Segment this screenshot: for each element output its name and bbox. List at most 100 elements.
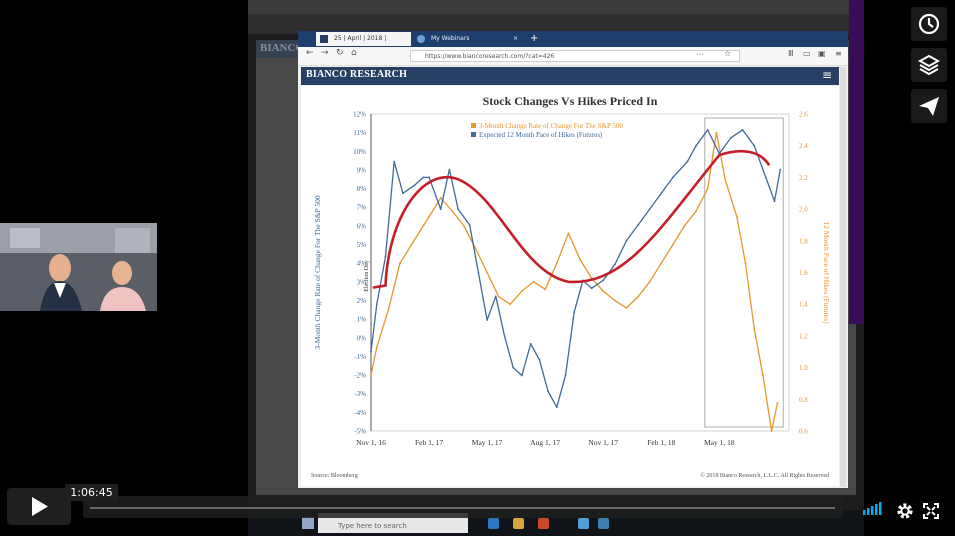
series-point [399,262,401,265]
page-actions-icon[interactable]: ··· [696,50,704,59]
bianco-favicon-icon [320,35,328,43]
y-tick-label: 3% [357,278,367,286]
series-point [428,176,430,179]
clock-icon [918,13,940,35]
series-point [439,208,442,210]
volume-icon[interactable] [862,499,886,517]
y-tick-label: 4% [357,260,367,268]
taskbar-app-icon[interactable] [538,518,549,529]
series-point [715,131,718,134]
series-point [529,342,532,345]
series-point [695,144,697,147]
page-scrollbar[interactable] [840,67,846,487]
taskbar-app-icon[interactable] [488,518,499,529]
taskbar-app-icon[interactable] [513,518,524,529]
y-tick-label: -5% [354,428,366,436]
browser-tab-webinars[interactable]: My Webinars × [413,32,523,46]
home-icon[interactable]: ⌂ [351,48,357,58]
play-button[interactable] [7,488,71,525]
series-point [370,374,372,376]
y-tick-label: 8% [357,185,367,193]
series-point [474,247,477,250]
series-point [422,176,425,179]
y-tick-label: 12% [353,111,366,119]
taskbar-app-icon[interactable] [598,518,609,529]
series-point [486,319,488,321]
reload-icon[interactable]: ↻ [336,48,344,58]
series-point [387,308,390,311]
chart-title: Stock Changes Vs Hikes Priced In [483,94,658,108]
series-point [773,200,776,203]
taskbar-search-box[interactable]: Type here to search [318,513,468,533]
bookmark-star-icon[interactable]: ☆ [724,49,732,58]
new-tab-button[interactable]: + [530,33,539,44]
series-point [741,129,744,131]
series-point [730,136,732,139]
settings-icon[interactable] [895,501,915,521]
progress-track[interactable] [90,507,835,509]
series-point [648,280,651,283]
timecode-tooltip: 1:06:45 [65,484,118,501]
series-point [521,374,523,377]
y2-tick-label: 1.0 [799,364,808,372]
series-point [672,176,674,179]
collections-button[interactable] [911,48,947,82]
browser-tab-bianco[interactable]: 25 | April | 2018 | Bianco Resea [316,32,411,56]
series-point [573,311,576,313]
taskbar-app-icon[interactable] [578,518,589,529]
series-point [375,346,378,348]
y2-tick-label: 0.8 [799,396,808,404]
y2-tick-label: 2.4 [799,142,808,150]
browser-menu-icon[interactable]: ≡ [835,49,842,58]
share-button[interactable] [911,89,947,123]
series-point [486,271,488,274]
back-arrow-icon[interactable]: ← [306,48,314,58]
site-logo[interactable]: BIANCO RESEARCH [306,69,408,80]
series-point [410,243,413,246]
legend-label: 3-Month Change Rate of Change For The S&… [479,122,623,130]
x-tick-label: Feb 1, 18 [647,438,675,447]
series-point [468,224,471,226]
series-point [402,192,404,195]
series-point [695,210,697,212]
background-tabbar [248,0,864,14]
chart-copyright: © 2018 Bianco Research, L.L.C. All Right… [700,472,829,479]
y2-tick-label: 2.6 [799,111,808,119]
forward-arrow-icon[interactable]: → [321,48,329,58]
x-tick-label: Aug 1, 17 [530,438,560,447]
watch-later-button[interactable] [911,7,947,41]
background-logo: BIANCO [260,42,305,54]
series-point [637,295,639,298]
windows-start-icon[interactable] [302,517,314,529]
timecode-tooltip-pointer [86,500,96,505]
x-tick-label: May 1, 17 [472,438,503,447]
series-point [764,176,767,179]
address-bar[interactable]: https://www.biancoresearch.com/?cat=426 [410,50,740,62]
series-point [538,358,541,361]
series-point [439,197,442,199]
y-tick-label: 5% [357,241,367,249]
x-tick-label: Feb 1, 17 [415,438,443,447]
sidebar-icon[interactable]: ▭ [803,49,811,58]
series-point [521,290,523,292]
series-point [451,210,454,212]
library-icon[interactable]: Ⅲ [788,49,794,58]
site-header [301,67,839,85]
series-point [564,374,567,377]
extension-icon[interactable]: ▣ [818,49,826,58]
plot-frame [370,113,790,432]
series-point [602,290,605,292]
fullscreen-icon[interactable] [923,503,939,519]
y2-axis-label: 12 Month Pace of Hikes (Futures) [822,221,831,324]
y2-tick-label: 1.4 [799,301,808,309]
series-point [590,287,593,290]
series-point [547,390,549,393]
series-point [463,225,465,227]
y2-tick-label: 1.6 [799,269,808,277]
tab-close-icon[interactable]: × [512,35,518,42]
series-point [532,280,535,283]
site-menu-icon[interactable]: ≡ [822,68,833,82]
y-tick-label: 1% [357,316,367,324]
series-point [706,187,709,190]
series-point [428,215,430,218]
